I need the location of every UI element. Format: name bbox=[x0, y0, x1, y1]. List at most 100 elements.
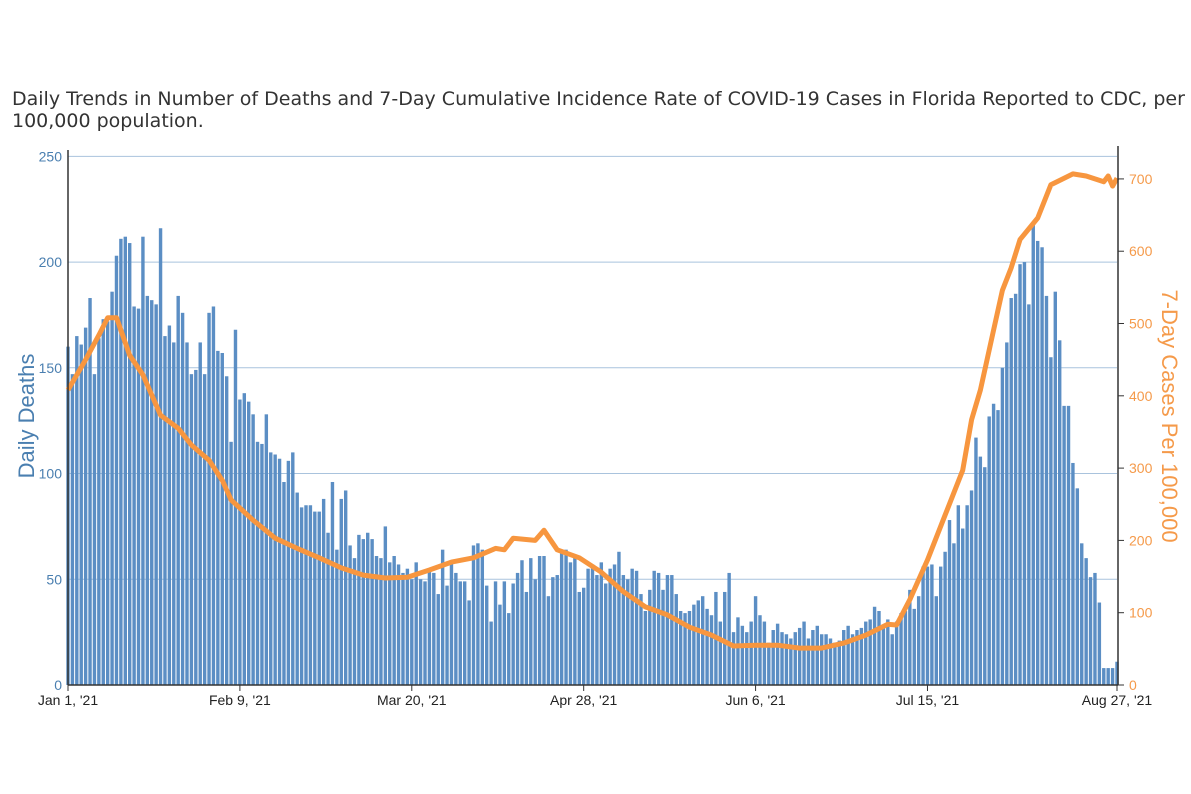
x-tick-label: Jan 1, '21 bbox=[38, 692, 98, 708]
deaths-bar bbox=[551, 577, 555, 685]
deaths-bar bbox=[859, 627, 864, 685]
deaths-bar bbox=[273, 454, 277, 685]
deaths-bar bbox=[410, 579, 414, 685]
deaths-bar bbox=[762, 621, 767, 685]
deaths-bar bbox=[1027, 304, 1031, 685]
deaths-bar bbox=[987, 416, 991, 685]
deaths-bar bbox=[401, 572, 405, 685]
deaths-bar bbox=[198, 342, 202, 685]
deaths-bar bbox=[335, 549, 339, 685]
deaths-bar bbox=[983, 467, 987, 685]
deaths-bar bbox=[700, 596, 705, 685]
deaths-bar bbox=[938, 566, 943, 685]
deaths-bar bbox=[590, 564, 595, 685]
deaths-bar bbox=[564, 549, 568, 685]
deaths-bar bbox=[581, 587, 586, 685]
deaths-bar bbox=[330, 481, 335, 685]
deaths-bar bbox=[775, 623, 780, 685]
deaths-bar bbox=[930, 564, 934, 685]
deaths-bar bbox=[696, 600, 700, 685]
deaths-bar bbox=[797, 627, 802, 685]
deaths-bar bbox=[842, 630, 846, 685]
x-tick-label: Jul 15, '21 bbox=[896, 692, 960, 708]
deaths-bar bbox=[480, 549, 485, 685]
deaths-bar bbox=[749, 621, 753, 685]
deaths-bar bbox=[357, 534, 361, 685]
deaths-bar bbox=[886, 619, 890, 685]
deaths-bar bbox=[105, 321, 110, 685]
deaths-bar bbox=[537, 556, 542, 685]
deaths-bar bbox=[767, 642, 771, 685]
deaths-bar bbox=[524, 591, 529, 685]
axes: 0 50 100 150 200 250 0 100 200 300 400 500 600 700 Jan… bbox=[38, 146, 1153, 708]
deaths-bar bbox=[211, 306, 216, 685]
deaths-bar bbox=[665, 575, 670, 685]
deaths-bar bbox=[934, 596, 938, 685]
deaths-bar bbox=[476, 543, 480, 685]
deaths-bar bbox=[656, 572, 661, 685]
deaths-bar bbox=[855, 630, 859, 685]
deaths-bar bbox=[573, 558, 577, 685]
deaths-bar bbox=[352, 558, 357, 685]
deaths-bar bbox=[1093, 572, 1097, 685]
deaths-bar bbox=[176, 295, 180, 685]
deaths-bar bbox=[1031, 221, 1035, 686]
deaths-bar bbox=[568, 562, 573, 685]
deaths-bar bbox=[110, 291, 114, 685]
y-left-tick-label: 50 bbox=[46, 571, 62, 587]
deaths-bar bbox=[868, 619, 872, 685]
deaths-bar bbox=[1018, 264, 1022, 685]
y-right-tick-label: 700 bbox=[1129, 171, 1153, 187]
deaths-bar bbox=[172, 342, 176, 685]
deaths-bar bbox=[374, 556, 379, 685]
deaths-bar bbox=[326, 532, 330, 685]
deaths-bar bbox=[630, 568, 634, 685]
deaths-bar bbox=[485, 585, 489, 685]
deaths-bar bbox=[815, 625, 819, 685]
deaths-bar bbox=[789, 638, 793, 685]
deaths-bar bbox=[251, 414, 255, 685]
deaths-bar bbox=[462, 581, 467, 685]
deaths-bar bbox=[83, 327, 88, 685]
deaths-bar bbox=[925, 566, 930, 685]
deaths-bar bbox=[1084, 558, 1088, 685]
deaths-bar bbox=[449, 560, 454, 685]
deaths-bar bbox=[771, 630, 775, 685]
deaths-bar bbox=[608, 568, 612, 685]
deaths-bar bbox=[877, 610, 881, 685]
deaths-bar bbox=[661, 589, 665, 685]
deaths-bar bbox=[392, 556, 396, 685]
deaths-bar bbox=[150, 300, 154, 685]
deaths-bar bbox=[670, 575, 674, 685]
deaths-bar bbox=[1035, 240, 1040, 686]
deaths-bar bbox=[903, 610, 908, 685]
deaths-bar bbox=[291, 452, 295, 685]
deaths-bar bbox=[445, 585, 449, 685]
deaths-bar bbox=[180, 312, 185, 685]
deaths-bar bbox=[202, 374, 207, 685]
y-axis-left-label: Daily Deaths bbox=[14, 354, 39, 479]
deaths-bar bbox=[414, 562, 418, 685]
y-right-tick-label: 400 bbox=[1129, 388, 1153, 404]
x-tick-label: Apr 28, '21 bbox=[550, 692, 617, 708]
deaths-bar bbox=[780, 632, 784, 685]
deaths-bar bbox=[1088, 577, 1093, 685]
deaths-bar bbox=[405, 568, 410, 685]
deaths-bar bbox=[908, 589, 912, 685]
cases-line bbox=[65, 171, 1120, 651]
deaths-bar bbox=[229, 441, 233, 685]
deaths-bar bbox=[154, 304, 158, 685]
x-tick-label: Aug 27, '21 bbox=[1082, 692, 1153, 708]
deaths-bar bbox=[529, 558, 533, 685]
deaths-bar bbox=[101, 319, 105, 685]
deaths-bar bbox=[586, 568, 590, 685]
deaths-bar bbox=[224, 376, 229, 685]
deaths-bar bbox=[1040, 247, 1044, 686]
deaths-bar bbox=[595, 575, 599, 685]
y-axis-right-label: 7-Day Cases Per 100,000 bbox=[1157, 289, 1182, 542]
deaths-bar bbox=[731, 632, 736, 685]
deaths-bar bbox=[255, 441, 260, 685]
chart-title: Daily Trends in Number of Deaths and 7-D… bbox=[12, 88, 1185, 132]
deaths-bar bbox=[379, 558, 383, 685]
deaths-bar bbox=[260, 443, 264, 685]
